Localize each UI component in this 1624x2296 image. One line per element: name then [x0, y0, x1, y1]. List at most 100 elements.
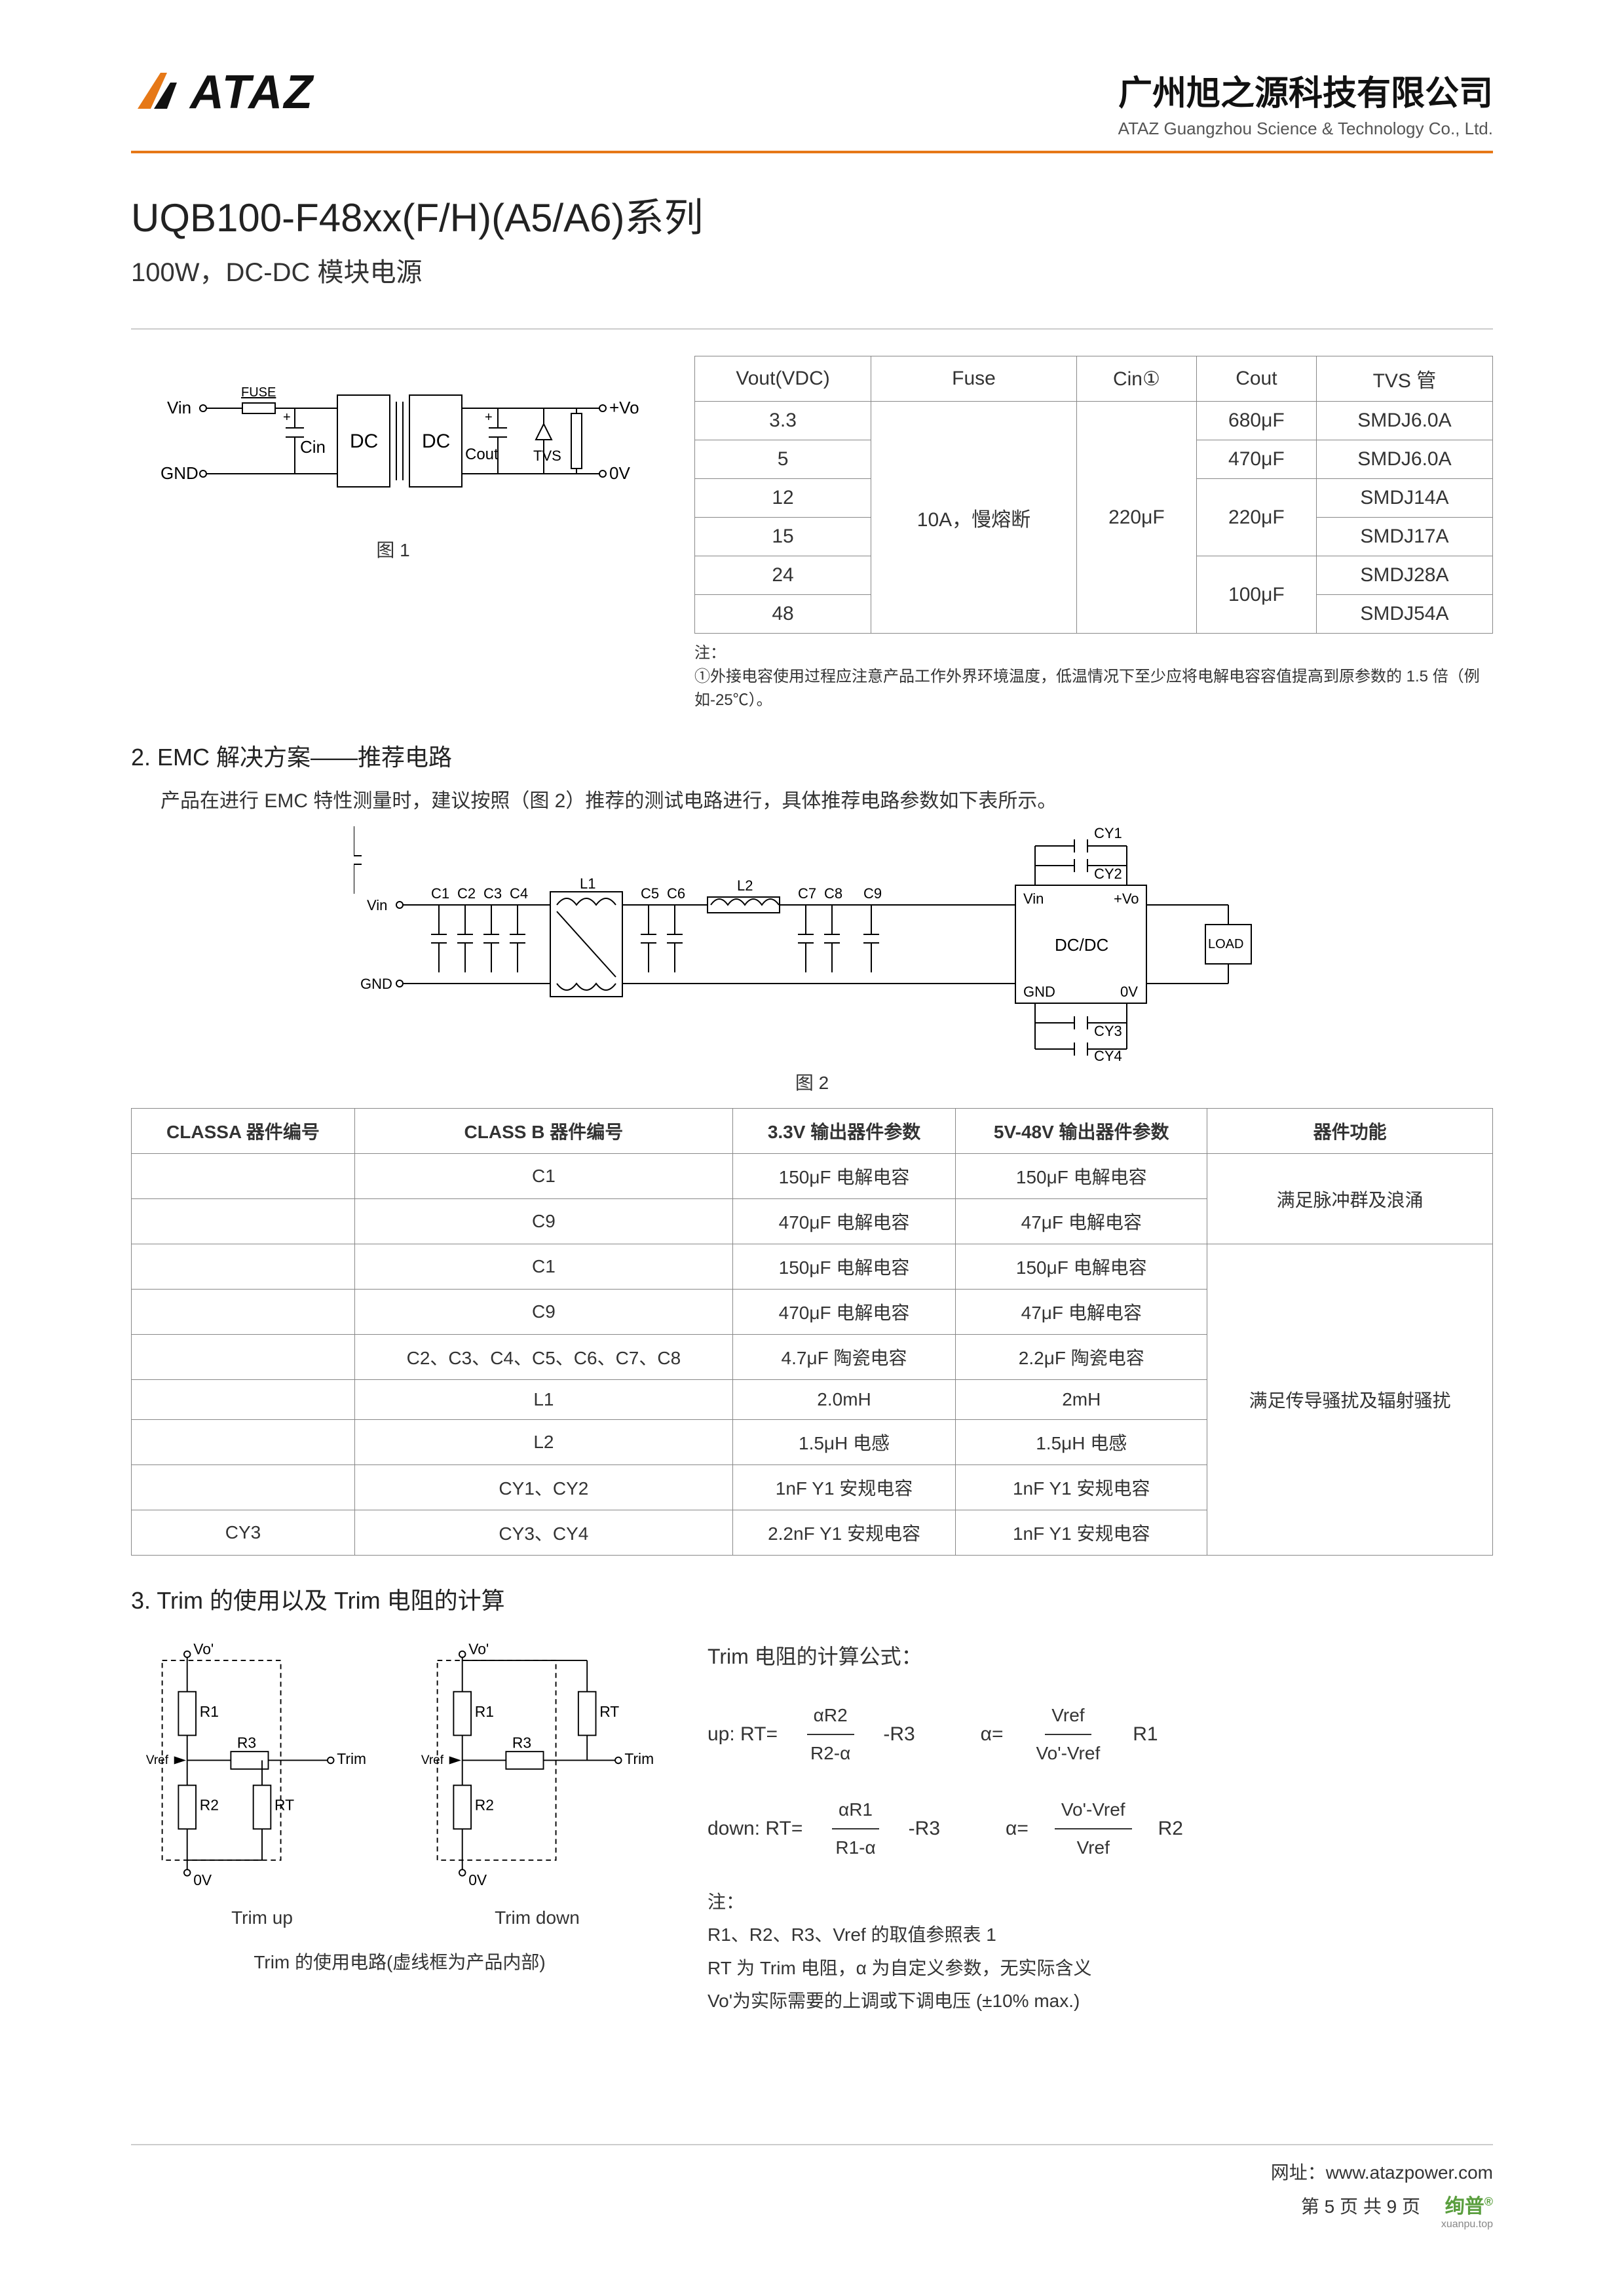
section2-para: 产品在进行 EMC 特性测量时，建议按照（图 2）推荐的测试电路进行，具体推荐电… — [131, 784, 1493, 813]
th-cout: Cout — [1196, 356, 1316, 402]
company-name-cn: 广州旭之源科技有限公司 — [1118, 66, 1493, 115]
table-row: 3.3 10A，慢熔断 220μF 680μF SMDJ6.0A — [695, 402, 1493, 440]
svg-text:C9: C9 — [863, 885, 882, 902]
trim-below-caption: Trim 的使用电路(虚线框为产品内部) — [131, 1948, 668, 1974]
svg-text:R1: R1 — [475, 1703, 494, 1720]
svg-text:Vref: Vref — [421, 1753, 444, 1767]
svg-text:R3: R3 — [512, 1734, 531, 1751]
figure2-svg: Vin GND C1 C2 C3 C4 L1 C5 C6 L2 C7 C8 C9 Vin +… — [354, 826, 1271, 1062]
figure1-container: Vin GND FUSE + Cin DC DC + Cout TVS +Vo … — [131, 356, 655, 712]
svg-text:Trim: Trim — [624, 1750, 654, 1767]
th-cin: Cin① — [1076, 356, 1196, 402]
svg-text:RT: RT — [274, 1797, 294, 1814]
svg-text:+Vo: +Vo — [1114, 890, 1139, 907]
svg-text:0V: 0V — [468, 1871, 487, 1888]
page-header: ATAZ 广州旭之源科技有限公司 ATAZ Guangzhou Science … — [131, 66, 1493, 153]
svg-text:GND: GND — [161, 463, 198, 483]
svg-text:R3: R3 — [237, 1734, 256, 1751]
svg-text:DC/DC: DC/DC — [1055, 935, 1108, 955]
svg-text:R2: R2 — [475, 1797, 494, 1814]
svg-text:0V: 0V — [1120, 984, 1138, 1000]
svg-text:Trim: Trim — [337, 1750, 366, 1767]
trim-down-svg: Vo' R1 R3 Vref R2 RT Trim 0V — [406, 1636, 668, 1898]
table-row: C1150μF 电解电容150μF 电解电容满足脉冲群及浪涌 — [132, 1154, 1493, 1199]
formula-column: Trim 电阻的计算公式： up: RT= αR2R2-α -R3 α= Vre… — [708, 1636, 1493, 2018]
logo-icon — [131, 69, 190, 115]
figure2-label: 图 2 — [131, 1069, 1493, 1095]
section3-heading: 3. Trim 的使用以及 Trim 电阻的计算 — [131, 1582, 1493, 1616]
formula-down: down: RT= αR1R1-α -R3 α= Vo'-VrefVref R2 — [708, 1791, 1493, 1866]
svg-text:DC: DC — [422, 430, 450, 452]
th-tvs: TVS 管 — [1316, 356, 1492, 402]
emc-table: CLASSA 器件编号 CLASS B 器件编号 3.3V 输出器件参数 5V-… — [131, 1108, 1493, 1556]
svg-text:GND: GND — [360, 976, 392, 992]
svg-text:R1: R1 — [200, 1703, 219, 1720]
svg-text:RT: RT — [599, 1703, 619, 1720]
svg-text:R2: R2 — [200, 1797, 219, 1814]
page-number: 第 5 页 共 9 页 — [1301, 2192, 1420, 2219]
formula-title: Trim 电阻的计算公式： — [708, 1636, 1493, 1677]
footer-url: 网址：www.atazpower.com — [1271, 2158, 1493, 2185]
trim-down-caption: Trim down — [406, 1907, 668, 1928]
th-fuse: Fuse — [871, 356, 1077, 402]
formula-note: 注： R1、R2、R3、Vref 的取值参照表 1 RT 为 Trim 电阻，α… — [708, 1886, 1493, 2018]
trim-row: Vo' R1 R3 Vref R2 RT Trim 0V Trim up — [131, 1636, 1493, 2018]
svg-text:DC: DC — [350, 430, 378, 452]
figure1-label: 图 1 — [131, 536, 655, 562]
footer-brand: 绚普® — [1445, 2196, 1493, 2217]
footer-brand-sub: xuanpu.top — [1271, 2219, 1493, 2230]
svg-text:0V: 0V — [609, 463, 630, 483]
company-block: 广州旭之源科技有限公司 ATAZ Guangzhou Science & Tec… — [1118, 66, 1493, 139]
svg-text:+: + — [485, 410, 493, 425]
svg-text:Cout: Cout — [465, 446, 499, 463]
svg-text:Vref: Vref — [146, 1753, 169, 1767]
trim-up-caption: Trim up — [131, 1907, 393, 1928]
svg-text:Vin: Vin — [167, 398, 191, 417]
svg-text:C4: C4 — [510, 885, 528, 902]
svg-text:L1: L1 — [580, 875, 595, 892]
page-footer: 网址：www.atazpower.com 第 5 页 共 9 页 绚普® xua… — [131, 2144, 1493, 2230]
table1-note: 注： ①外接电容使用过程应注意产品工作外界环境温度，低温情况下至少应将电解电容容… — [694, 641, 1493, 712]
svg-text:C5: C5 — [641, 885, 659, 902]
svg-text:TVS: TVS — [533, 448, 561, 464]
svg-text:0V: 0V — [193, 1871, 212, 1888]
table-row: C1150μF 电解电容150μF 电解电容满足传导骚扰及辐射骚扰 — [132, 1244, 1493, 1290]
svg-text:C3: C3 — [483, 885, 502, 902]
logo: ATAZ — [131, 66, 314, 119]
svg-text:C6: C6 — [667, 885, 685, 902]
section2-heading: 2. EMC 解决方案——推荐电路 — [131, 738, 1493, 773]
svg-text:CY3: CY3 — [1094, 1023, 1122, 1039]
row-fig1-table1: Vin GND FUSE + Cin DC DC + Cout TVS +Vo … — [131, 356, 1493, 712]
svg-text:C1: C1 — [431, 885, 449, 902]
svg-text:FUSE: FUSE — [241, 385, 276, 400]
svg-text:Cin: Cin — [300, 437, 326, 457]
svg-text:Vin: Vin — [367, 897, 387, 913]
svg-text:L2: L2 — [737, 877, 753, 894]
svg-text:GND: GND — [1023, 984, 1055, 1000]
trim-diagrams: Vo' R1 R3 Vref R2 RT Trim 0V Trim up — [131, 1636, 668, 1974]
company-name-en: ATAZ Guangzhou Science & Technology Co.,… — [1118, 119, 1493, 139]
th-vout: Vout(VDC) — [695, 356, 871, 402]
svg-text:Vo': Vo' — [193, 1641, 214, 1658]
svg-text:C2: C2 — [457, 885, 476, 902]
divider — [131, 328, 1493, 330]
svg-text:C7: C7 — [798, 885, 816, 902]
trim-up-svg: Vo' R1 R3 Vref R2 RT Trim 0V — [131, 1636, 393, 1898]
footer-right: 网址：www.atazpower.com 第 5 页 共 9 页 绚普® xua… — [1271, 2158, 1493, 2230]
svg-text:+: + — [283, 410, 291, 425]
svg-text:CY2: CY2 — [1094, 866, 1122, 882]
figure1-svg: Vin GND FUSE + Cin DC DC + Cout TVS +Vo … — [131, 356, 642, 526]
doc-subtitle: 100W，DC-DC 模块电源 — [131, 251, 1493, 289]
logo-text: ATAZ — [190, 66, 314, 119]
svg-text:C8: C8 — [824, 885, 842, 902]
svg-text:LOAD: LOAD — [1208, 937, 1243, 951]
doc-title: UQB100-F48xx(F/H)(A5/A6)系列 — [131, 186, 1493, 243]
formula-up: up: RT= αR2R2-α -R3 α= VrefVo'-Vref R1 — [708, 1697, 1493, 1772]
svg-text:Vo': Vo' — [468, 1641, 489, 1658]
table1-container: Vout(VDC) Fuse Cin① Cout TVS 管 3.3 10A，慢… — [694, 356, 1493, 712]
svg-text:+Vo: +Vo — [609, 398, 639, 417]
svg-text:Vin: Vin — [1023, 890, 1044, 907]
svg-text:CY1: CY1 — [1094, 826, 1122, 841]
svg-text:CY4: CY4 — [1094, 1048, 1122, 1062]
spec-table: Vout(VDC) Fuse Cin① Cout TVS 管 3.3 10A，慢… — [694, 356, 1493, 634]
